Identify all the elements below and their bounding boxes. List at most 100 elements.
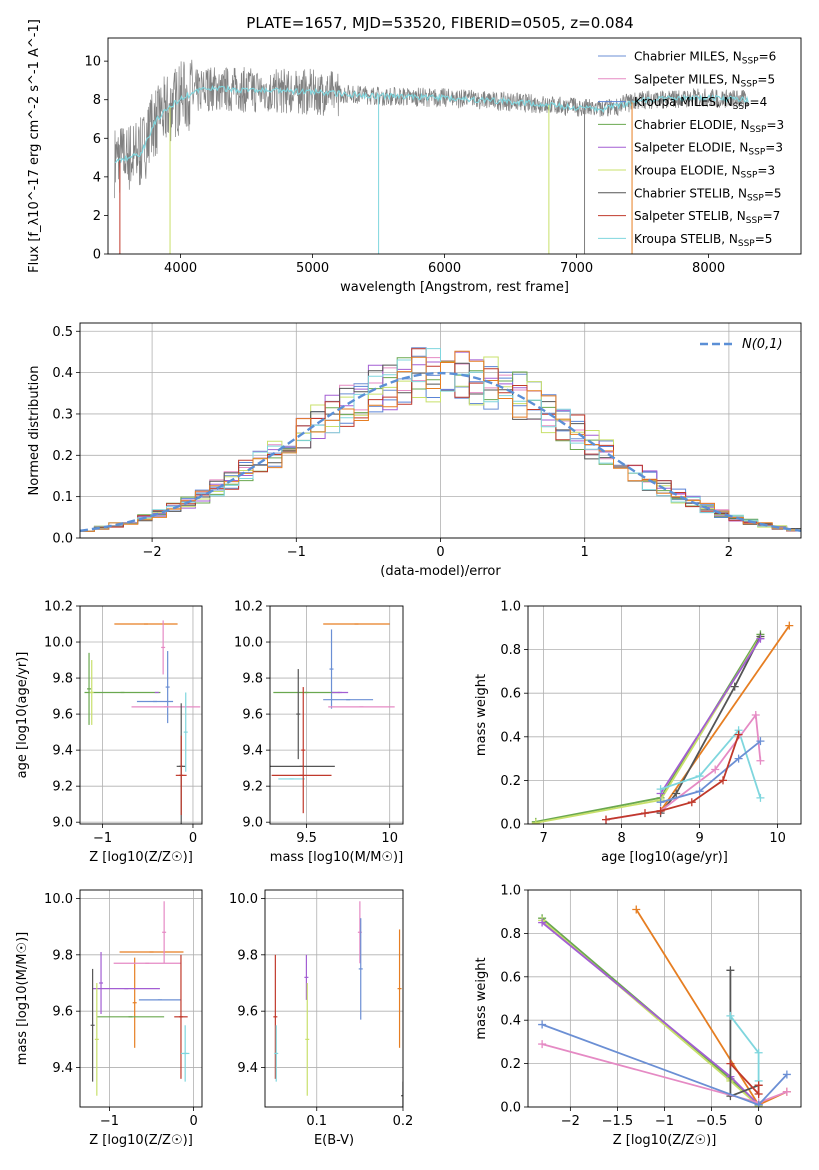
x-axis-label: E(B-V) xyxy=(314,1133,354,1148)
axes-frame xyxy=(527,605,802,825)
y-tick-label: 1.0 xyxy=(500,884,521,899)
series-line xyxy=(535,633,762,823)
legend-value: =5 xyxy=(757,72,775,86)
y-tick-label: 0.8 xyxy=(500,927,521,942)
series-marker xyxy=(656,806,665,815)
x-tick-label: 7 xyxy=(539,831,547,846)
series-marker xyxy=(538,918,547,927)
legend-subscript: SSP xyxy=(742,57,759,67)
series-marker xyxy=(734,730,743,739)
series-line xyxy=(660,740,761,804)
series-marker xyxy=(687,798,696,807)
series-marker xyxy=(632,905,641,914)
axes-frame xyxy=(264,889,404,1108)
series-marker xyxy=(756,793,765,802)
y-tick-label: 9.6 xyxy=(52,1005,73,1020)
y-tick-label: 0.6 xyxy=(500,687,521,702)
legend-subscript: SSP xyxy=(750,125,767,135)
legend-entry: Salpeter STELIB, NSSP=7 xyxy=(634,209,780,226)
y-tick-label: 9.8 xyxy=(242,672,263,687)
series-marker xyxy=(734,754,743,763)
y-tick-label: 10.0 xyxy=(44,636,73,651)
y-tick-label: 1.0 xyxy=(500,600,521,615)
series-marker xyxy=(656,785,665,794)
plot-area xyxy=(273,901,403,1107)
y-tick-label: 0.0 xyxy=(500,1101,521,1116)
series-marker xyxy=(751,711,760,719)
x-axis-label: Z [log10(Z/Z☉)] xyxy=(89,1133,193,1148)
y-tick-label: 0.4 xyxy=(500,730,521,745)
plot-area xyxy=(270,623,395,814)
y-axis-label: Normed distribution xyxy=(27,366,42,496)
x-tick-label: 9 xyxy=(695,831,703,846)
series-marker xyxy=(782,1087,791,1096)
y-tick-label: 0.3 xyxy=(52,407,73,422)
x-tick-label: 9.5 xyxy=(296,831,317,846)
legend-value: =5 xyxy=(755,232,773,246)
legend-value: =3 xyxy=(765,141,783,155)
x-axis-label: (data-model)/error xyxy=(380,564,501,579)
x-tick-label: 0 xyxy=(754,1114,762,1129)
series-line xyxy=(659,625,791,812)
series-marker xyxy=(538,1040,547,1049)
series-marker xyxy=(726,966,735,975)
x-tick-label: 10 xyxy=(381,831,398,846)
legend-entry: N(0,1) xyxy=(742,337,783,352)
y-tick-label: 9.6 xyxy=(242,708,263,723)
series-marker xyxy=(656,798,665,807)
y-tick-label: 0.4 xyxy=(52,366,73,381)
panel-age_vs_Z: −1 0 9.0 9.2 9.4 9.6 9.8 10.0 10.2 Z [log10(Z/Z☉)… xyxy=(15,600,203,865)
x-axis-label: mass [log10(M/M☉)] xyxy=(270,850,403,865)
x-tick-label: 7000 xyxy=(560,261,593,276)
y-tick-label: 0.2 xyxy=(52,449,73,464)
y-tick-label: 0.8 xyxy=(500,643,521,658)
y-tick-label: 0.6 xyxy=(500,970,521,985)
legend-value: =7 xyxy=(763,209,781,223)
panel-massweight_vs_age: 7 8 9 10 0.0 0.2 0.4 0.6 0.8 1.0 age [log10(age/yr… xyxy=(474,600,802,865)
y-tick-label: 0.0 xyxy=(52,532,73,547)
axes-frame xyxy=(79,322,802,539)
legend-subscript: SSP xyxy=(748,148,765,158)
x-tick-label: −1 xyxy=(287,545,306,560)
series-marker xyxy=(531,818,540,824)
figure-title: PLATE=1657, MJD=53520, FIBERID=0505, z=0… xyxy=(246,14,633,32)
spectrum-data-line xyxy=(114,59,749,199)
y-axis-label: mass [log10(M/M☉)] xyxy=(15,932,30,1065)
y-axis-label: mass weight xyxy=(474,674,489,756)
axes-frame xyxy=(79,889,203,1108)
series-line xyxy=(605,734,740,821)
series-line xyxy=(535,636,762,824)
plot-area xyxy=(80,347,801,532)
x-tick-label: 4000 xyxy=(164,261,197,276)
series-marker xyxy=(756,737,765,746)
series-marker xyxy=(754,1100,763,1107)
y-tick-label: 9.6 xyxy=(52,708,73,723)
x-tick-label: −1 xyxy=(100,1114,119,1129)
x-tick-label: −1.5 xyxy=(602,1114,634,1129)
y-tick-label: 8 xyxy=(93,93,101,108)
x-tick-label: 1 xyxy=(581,545,589,560)
y-tick-label: 9.0 xyxy=(52,816,73,831)
y-tick-label: 0.0 xyxy=(500,818,521,833)
axes-frame xyxy=(79,605,203,825)
y-tick-label: 10.2 xyxy=(234,600,263,615)
y-tick-label: 9.8 xyxy=(237,948,258,963)
plot-area xyxy=(114,59,749,254)
panel-age_vs_mass: 9.5 10 9.0 9.2 9.4 9.6 9.8 10.0 10.2 mass [log10(… xyxy=(234,600,404,865)
x-tick-label: 8000 xyxy=(692,261,725,276)
x-tick-label: −1 xyxy=(655,1114,674,1129)
panel-mass_vs_Z: −1 0 9.4 9.6 9.8 10.0 Z [log10(Z/Z☉)] mass [log… xyxy=(15,889,203,1148)
plot-area xyxy=(90,901,190,1096)
x-tick-label: −0.5 xyxy=(696,1114,728,1129)
series-marker xyxy=(672,789,681,798)
legend-entry: Chabrier MILES, NSSP=6 xyxy=(634,50,776,67)
legend-entry: Chabrier STELIB, NSSP=5 xyxy=(634,186,782,203)
legend-entry: Salpeter MILES, NSSP=5 xyxy=(634,72,775,89)
x-tick-label: 8 xyxy=(617,831,625,846)
x-axis-label: Z [log10(Z/Z☉)] xyxy=(89,850,193,865)
legend-subscript: SSP xyxy=(733,102,750,112)
legend-value: =3 xyxy=(766,118,784,132)
series-marker xyxy=(782,1070,791,1079)
series-marker xyxy=(695,787,704,796)
series-marker xyxy=(754,1048,763,1057)
